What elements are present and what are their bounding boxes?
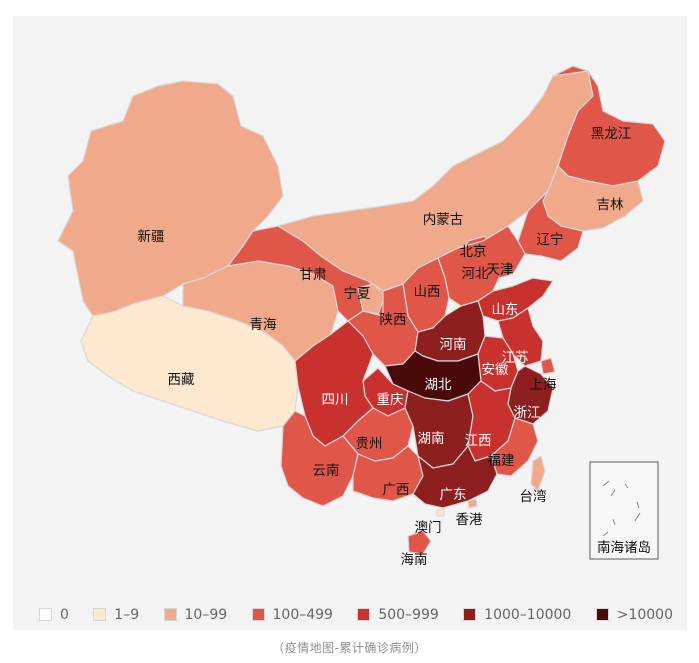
province-shandong[interactable]: [477, 277, 554, 322]
province-label-chongqing: 重庆: [377, 392, 404, 408]
province-xizang[interactable]: [80, 295, 299, 432]
legend-swatch: [595, 608, 609, 621]
province-hebei[interactable]: [437, 225, 526, 307]
legend-label: 100–499: [272, 606, 333, 623]
legend-label: 1–9: [114, 606, 140, 623]
legend-swatch: [251, 608, 265, 621]
province-ningxia[interactable]: [357, 283, 386, 315]
province-label-henan: 河南: [440, 337, 467, 353]
legend-swatch: [357, 608, 371, 621]
province-hainan[interactable]: [407, 530, 432, 555]
province-label-xizang: 西藏: [168, 372, 195, 388]
province-label-ningxia: 宁夏: [344, 285, 371, 302]
province-label-hebei: 河北: [462, 266, 489, 282]
legend-item[interactable]: 500–999: [357, 606, 439, 623]
province-hongkong[interactable]: [467, 498, 478, 509]
legend-swatch: [93, 608, 107, 621]
province-label-beijing: 北京: [460, 244, 487, 260]
legend-label: 10–99: [184, 606, 228, 623]
province-label-xinjiang: 新疆: [138, 229, 165, 245]
legend-item[interactable]: 1–9: [93, 607, 139, 623]
province-label-zhejiang: 浙江: [514, 405, 541, 421]
province-label-jiangsu: 江苏: [502, 350, 529, 366]
legend: 0 1–9 10–99 100–499 500–999 1000–10000 >10000: [13, 599, 687, 630]
province-label-tianjin: 天津: [487, 262, 514, 278]
legend-item[interactable]: 100–499: [251, 606, 333, 623]
province-fujian[interactable]: [490, 417, 539, 477]
inset-label: 南海诸岛: [597, 540, 651, 556]
province-label-shaanxi: 陕西: [380, 312, 407, 328]
province-label-guangxi: 广西: [383, 482, 410, 498]
province-label-liaoning: 辽宁: [537, 231, 564, 248]
province-label-neimenggu: 内蒙古: [423, 212, 464, 228]
province-label-shandong: 山东: [492, 302, 519, 318]
province-label-jiangxi: 江西: [465, 433, 492, 449]
province-xinjiang[interactable]: [57, 80, 284, 317]
province-label-guangdong: 广东: [440, 487, 467, 503]
province-label-guizhou: 贵州: [356, 436, 383, 452]
province-label-hongkong: 香港: [456, 512, 483, 528]
province-label-hubei: 湖北: [425, 377, 452, 393]
province-label-taiwan: 台湾: [520, 488, 547, 505]
legend-item[interactable]: >10000: [595, 606, 673, 623]
legend-label: 0: [60, 606, 69, 623]
island-marks: [602, 480, 641, 537]
province-taiwan[interactable]: [530, 455, 546, 492]
legend-label: 1000–10000: [484, 606, 572, 623]
province-label-shanxi: 山西: [414, 284, 441, 300]
province-guangdong[interactable]: [412, 445, 498, 509]
province-label-macau: 澳门: [415, 520, 442, 536]
province-label-hainan: 海南: [401, 552, 428, 568]
province-label-yunnan: 云南: [313, 463, 340, 479]
province-label-gansu: 甘肃: [300, 267, 327, 283]
legend-label: >10000: [616, 606, 673, 623]
legend-item[interactable]: 10–99: [163, 606, 228, 623]
province-label-anhui: 安徽: [482, 362, 509, 378]
province-label-hunan: 湖南: [418, 431, 445, 447]
legend-swatch: [163, 608, 177, 621]
map-panel: 新疆西藏 青海 甘肃 内蒙古 黑龙江吉林辽宁北京 天津 河北山西 宁夏 陕西 山东河南江苏 安徽上海…: [13, 16, 687, 630]
south-china-sea-inset: 南海诸岛: [589, 461, 659, 560]
province-label-jilin: 吉林: [597, 197, 625, 213]
map-caption: （疫情地图-累计确诊病例）: [272, 641, 427, 655]
legend-item[interactable]: 1000–10000: [463, 607, 571, 623]
legend-swatch: [463, 608, 477, 621]
province-label-qinghai: 青海: [250, 317, 277, 333]
province-label-fujian: 福建: [488, 453, 515, 469]
legend-label: 500–999: [378, 606, 439, 623]
legend-swatch: [39, 608, 52, 621]
province-label-shanghai: 上海: [530, 377, 557, 393]
legend-item[interactable]: 0: [39, 607, 69, 623]
province-label-sichuan: 四川: [322, 392, 349, 408]
province-macau[interactable]: [436, 508, 445, 517]
province-shanghai[interactable]: [540, 357, 556, 375]
province-label-heilongjiang: 黑龙江: [591, 126, 632, 142]
